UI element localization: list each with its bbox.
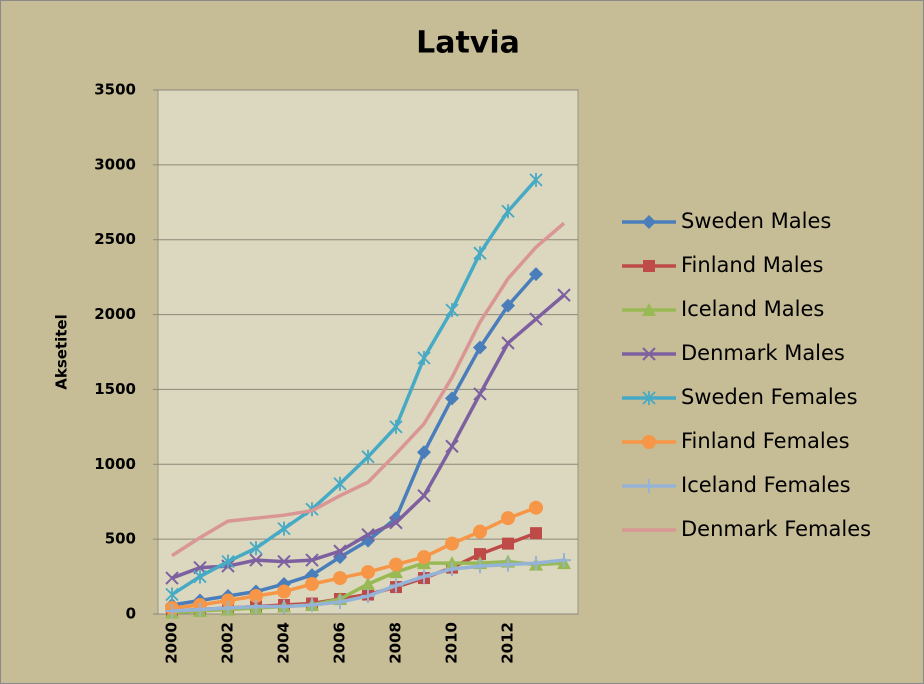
- marker: [361, 577, 375, 591]
- y-axis-label: Aksetitel: [53, 314, 71, 389]
- marker: [501, 298, 515, 313]
- y-tick-label: 1000: [94, 455, 136, 473]
- marker: [417, 569, 431, 584]
- marker: [249, 541, 263, 556]
- marker: [221, 593, 235, 608]
- marker: [389, 515, 403, 530]
- chart-title: Latvia: [416, 26, 520, 61]
- marker: [333, 476, 347, 491]
- marker: [473, 559, 487, 574]
- plot-area: [157, 89, 579, 615]
- marker: [417, 489, 431, 503]
- marker: [389, 578, 403, 593]
- x-tick-label: 2000: [163, 622, 181, 664]
- legend-marker: [643, 260, 655, 272]
- marker: [529, 312, 543, 326]
- marker: [445, 536, 459, 551]
- marker: [502, 537, 514, 550]
- marker: [249, 599, 263, 614]
- marker: [361, 565, 375, 580]
- marker: [501, 557, 515, 572]
- legend-label: Finland Females: [681, 429, 850, 453]
- marker: [417, 550, 431, 565]
- marker: [221, 601, 235, 616]
- legend-label: Sweden Males: [681, 209, 831, 233]
- marker: [165, 571, 179, 585]
- x-tick-label: 2002: [219, 622, 237, 664]
- legend-label: Finland Males: [681, 253, 823, 277]
- legend-marker: [642, 347, 656, 361]
- marker: [473, 387, 487, 401]
- marker: [389, 557, 403, 572]
- marker: [305, 598, 319, 613]
- legend-marker: [642, 215, 656, 229]
- marker: [305, 553, 319, 567]
- marker: [445, 562, 459, 577]
- marker: [529, 500, 543, 515]
- legend-label: Iceland Females: [681, 473, 851, 497]
- marker: [333, 571, 347, 586]
- marker: [501, 336, 515, 350]
- marker: [333, 544, 347, 558]
- marker: [445, 303, 459, 318]
- marker: [249, 553, 263, 567]
- y-tick-label: 2500: [94, 230, 136, 248]
- y-tick-label: 500: [105, 530, 136, 548]
- marker: [165, 604, 179, 619]
- series-line: [171, 178, 538, 597]
- y-tick-label: 3000: [94, 155, 136, 173]
- marker: [277, 521, 291, 536]
- marker: [501, 204, 515, 219]
- y-tick-label: 2000: [94, 305, 136, 323]
- marker: [361, 449, 375, 464]
- marker: [557, 553, 571, 568]
- marker: [193, 602, 207, 617]
- marker: [530, 527, 542, 540]
- marker: [277, 599, 291, 614]
- marker: [473, 340, 487, 355]
- marker: [529, 556, 543, 571]
- legend-marker: [642, 391, 656, 405]
- x-tick-label: 2012: [499, 622, 517, 664]
- marker: [165, 587, 179, 602]
- marker: [249, 589, 263, 604]
- marker: [193, 569, 207, 584]
- legend-marker: [642, 303, 656, 316]
- marker: [361, 527, 375, 542]
- legend-label: Sweden Females: [681, 385, 858, 409]
- marker: [305, 577, 319, 592]
- y-tick-label: 0: [126, 605, 136, 623]
- series-line: [171, 221, 566, 558]
- marker: [277, 554, 291, 569]
- legend-label: Iceland Males: [681, 297, 824, 321]
- marker: [277, 584, 291, 599]
- marker: [529, 172, 543, 187]
- marker: [221, 554, 235, 569]
- marker: [417, 350, 431, 365]
- marker: [361, 589, 375, 604]
- marker: [417, 445, 431, 460]
- marker: [333, 595, 347, 610]
- legend-marker: [642, 479, 656, 493]
- marker: [557, 288, 571, 302]
- x-tick-label: 2008: [387, 622, 405, 664]
- legend-label: Denmark Males: [681, 341, 845, 365]
- marker: [474, 548, 486, 561]
- y-tick-label: 1500: [94, 380, 136, 398]
- legend-marker: [642, 435, 656, 449]
- y-tick-label: 3500: [94, 81, 136, 99]
- marker: [529, 267, 543, 282]
- marker: [501, 511, 515, 526]
- marker: [473, 246, 487, 261]
- marker: [445, 391, 459, 406]
- x-tick-label: 2010: [443, 622, 461, 664]
- marker: [473, 524, 487, 539]
- marker: [445, 439, 459, 454]
- x-tick-label: 2004: [275, 622, 293, 664]
- legend-label: Denmark Females: [681, 517, 871, 541]
- x-tick-label: 2006: [331, 622, 349, 664]
- marker: [389, 419, 403, 434]
